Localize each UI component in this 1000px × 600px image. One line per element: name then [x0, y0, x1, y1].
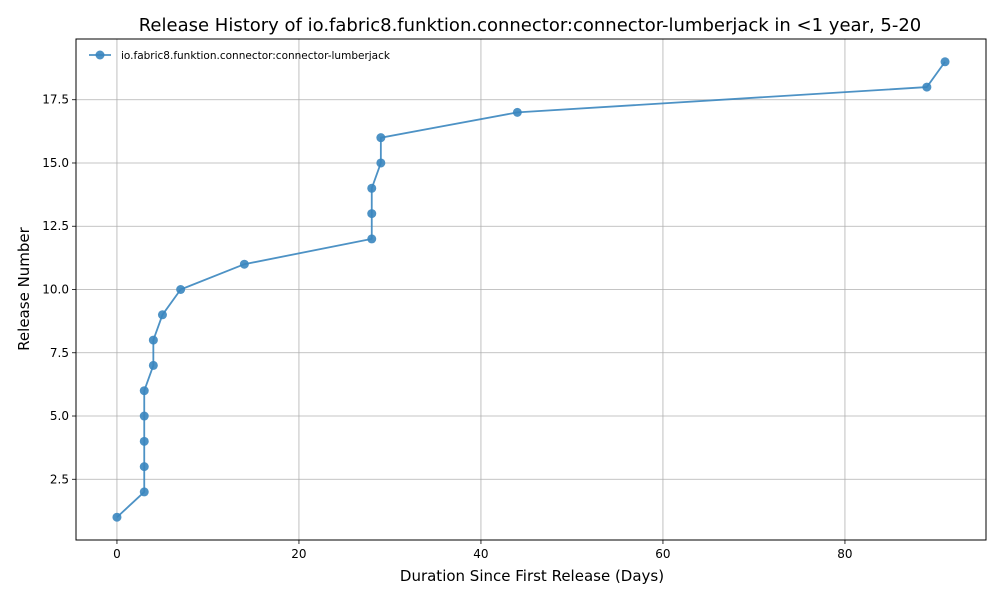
y-tick-label: 10.0	[42, 283, 69, 297]
series-layer	[112, 57, 950, 522]
x-tick-label: 80	[837, 547, 852, 561]
y-tick-label: 7.5	[50, 346, 69, 360]
y-tick-label: 15.0	[42, 156, 69, 170]
data-point	[157, 310, 167, 320]
data-point	[940, 57, 950, 67]
y-tick-label: 5.0	[50, 409, 69, 423]
data-point	[512, 107, 522, 117]
x-tick-label: 0	[113, 547, 121, 561]
data-point	[112, 512, 122, 522]
x-axis-title: Duration Since First Release (Days)	[400, 567, 664, 585]
data-point	[367, 234, 377, 244]
y-axis-title: Release Number	[15, 226, 33, 350]
x-tick-label: 20	[291, 547, 306, 561]
x-tick-label: 40	[473, 547, 488, 561]
data-point	[176, 285, 186, 294]
y-tick-label: 2.5	[50, 472, 69, 486]
data-point	[148, 335, 158, 345]
data-point	[148, 360, 158, 370]
data-point	[239, 259, 249, 269]
legend-label: io.fabric8.funktion.connector:connector-…	[121, 50, 391, 62]
data-point	[376, 158, 386, 168]
y-tick-label: 12.5	[42, 219, 69, 233]
chart-title: Release History of io.fabric8.funktion.c…	[139, 15, 922, 36]
data-point	[139, 411, 149, 421]
legend: io.fabric8.funktion.connector:connector-…	[89, 50, 391, 62]
data-point	[139, 386, 149, 396]
axis-ticks: 0 20 40 60 80 2.5 5.0 7.5 10.0 12.5 15.0 17.5	[42, 93, 852, 561]
data-point	[139, 487, 149, 497]
data-point	[139, 462, 149, 472]
data-point	[139, 436, 149, 446]
data-point	[367, 209, 377, 219]
grid-lines	[76, 39, 986, 540]
y-tick-label: 17.5	[42, 93, 69, 107]
data-point	[367, 183, 377, 193]
data-point	[376, 133, 386, 143]
legend-marker	[95, 50, 105, 60]
data-point	[922, 82, 932, 92]
x-tick-label: 60	[655, 547, 670, 561]
